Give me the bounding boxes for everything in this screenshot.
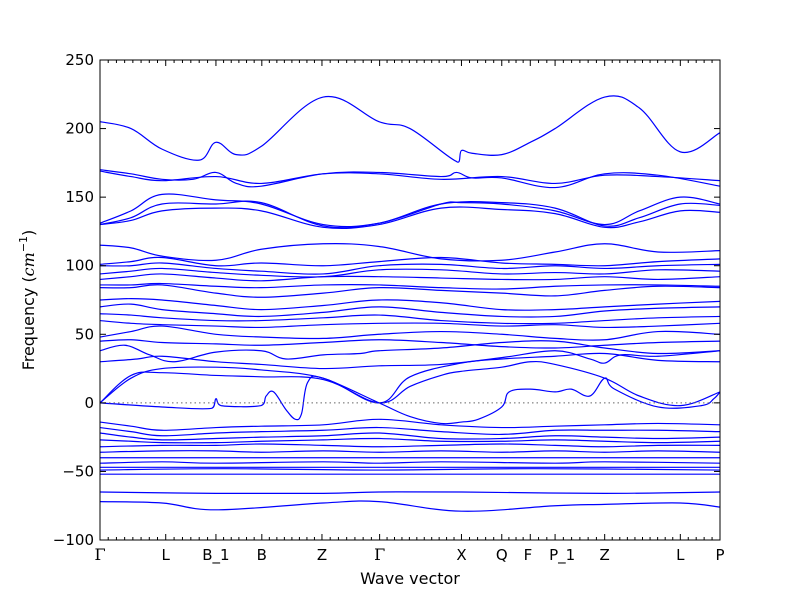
band-line-23: [99, 360, 721, 407]
band-line-10: [99, 267, 721, 278]
band-line-15: [99, 303, 721, 318]
x-tick-label: L: [676, 546, 685, 564]
band-line-17: [99, 319, 721, 329]
x-tick-label: Γ: [94, 545, 105, 564]
x-tick-label: Q: [496, 546, 508, 564]
band-line-2: [99, 169, 721, 189]
band-line-1: [99, 95, 721, 163]
band-line-3: [99, 170, 721, 185]
y-tick-label: −50: [62, 462, 94, 480]
x-tick-label: X: [456, 546, 466, 564]
band-line-29: [99, 443, 721, 448]
x-tick-label: F: [524, 546, 533, 564]
band-line-22: [99, 352, 721, 404]
x-tick-label: B_1: [202, 546, 229, 565]
x-tick-label: Z: [600, 546, 610, 564]
plot-frame: [99, 59, 721, 541]
band-line-37: [99, 500, 721, 512]
band-line-34: [99, 468, 721, 471]
band-lines: [99, 95, 721, 512]
band-line-8: [99, 256, 721, 267]
band-line-13: [99, 284, 721, 298]
band-line-11: [99, 273, 721, 282]
band-line-26: [99, 426, 721, 437]
band-line-32: [99, 461, 721, 464]
y-tick-label: 50: [75, 325, 94, 343]
band-line-20: [99, 340, 721, 363]
band-line-18: [99, 325, 721, 341]
band-line-28: [99, 437, 721, 444]
y-axis-ticks: −100 −50 0 50 100 150 200 250: [53, 51, 720, 549]
x-tick-label: L: [162, 546, 171, 564]
band-line-19: [99, 339, 721, 349]
x-tick-label: Γ: [374, 545, 385, 564]
x-tick-label: P_1: [549, 546, 575, 565]
band-line-16: [99, 313, 721, 325]
y-tick-label: −100: [53, 531, 94, 549]
y-axis-label: Frequency (cm−1): [17, 230, 38, 371]
x-tick-label: Z: [317, 546, 327, 564]
band-line-24: [99, 375, 721, 425]
y-tick-label: 100: [65, 257, 94, 275]
band-line-27: [99, 432, 721, 441]
band-line-12: [99, 282, 721, 290]
band-line-36: [99, 491, 721, 495]
band-line-9: [99, 262, 721, 275]
band-line-6: [99, 206, 721, 230]
band-line-7: [99, 243, 721, 262]
x-tick-label: P: [715, 546, 724, 564]
y-tick-label: 200: [65, 120, 94, 138]
band-line-5: [99, 200, 721, 229]
y-tick-label: 250: [65, 51, 94, 69]
y-tick-label: 0: [84, 394, 94, 412]
band-line-30: [99, 450, 721, 453]
x-tick-label: B: [257, 546, 267, 564]
x-axis-label: Wave vector: [360, 569, 460, 588]
band-line-25: [99, 418, 721, 431]
x-axis-ticks: Γ L B_1 B Z Γ X Q F P_1 Z L P: [94, 60, 725, 565]
y-tick-label: 150: [65, 188, 94, 206]
band-line-21: [99, 350, 721, 370]
band-line-14: [99, 298, 721, 311]
